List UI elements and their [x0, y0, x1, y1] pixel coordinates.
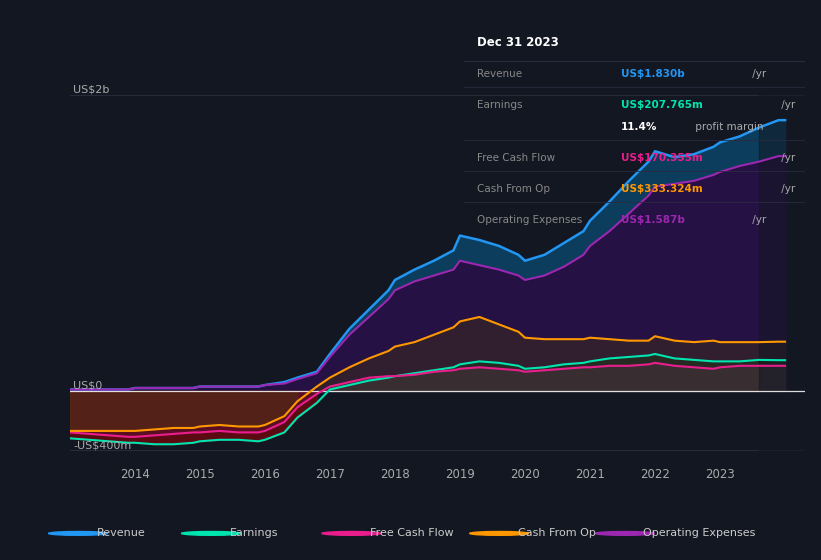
Text: US$1.830b: US$1.830b	[621, 69, 685, 79]
Text: US$333.324m: US$333.324m	[621, 184, 702, 194]
Text: /yr: /yr	[750, 215, 767, 225]
Text: US$0: US$0	[73, 381, 103, 391]
Text: /yr: /yr	[778, 100, 796, 110]
Text: US$207.765m: US$207.765m	[621, 100, 703, 110]
Text: Operating Expenses: Operating Expenses	[644, 529, 755, 538]
Text: Free Cash Flow: Free Cash Flow	[370, 529, 453, 538]
Circle shape	[595, 531, 654, 535]
Text: /yr: /yr	[778, 184, 796, 194]
Text: Operating Expenses: Operating Expenses	[478, 215, 583, 225]
Text: Revenue: Revenue	[478, 69, 523, 79]
Text: 11.4%: 11.4%	[621, 122, 657, 132]
Text: US$2b: US$2b	[73, 85, 109, 95]
Text: /yr: /yr	[750, 69, 767, 79]
Circle shape	[322, 531, 381, 535]
Circle shape	[48, 531, 108, 535]
Text: profit margin: profit margin	[692, 122, 764, 132]
Text: Dec 31 2023: Dec 31 2023	[478, 36, 559, 49]
Text: US$170.355m: US$170.355m	[621, 153, 702, 163]
Text: Cash From Op: Cash From Op	[478, 184, 551, 194]
Text: Earnings: Earnings	[478, 100, 523, 110]
Text: Free Cash Flow: Free Cash Flow	[478, 153, 556, 163]
Text: Cash From Op: Cash From Op	[518, 529, 595, 538]
Text: US$1.587b: US$1.587b	[621, 215, 685, 225]
Circle shape	[181, 531, 241, 535]
Text: -US$400m: -US$400m	[73, 440, 131, 450]
Text: Earnings: Earnings	[230, 529, 278, 538]
Text: /yr: /yr	[778, 153, 796, 163]
Circle shape	[470, 531, 529, 535]
Text: Revenue: Revenue	[97, 529, 145, 538]
